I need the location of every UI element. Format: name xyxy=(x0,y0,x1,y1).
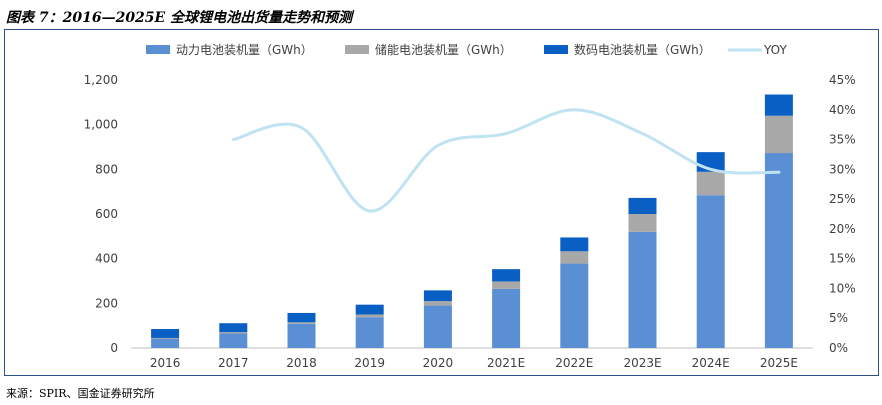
frame-bottom-border xyxy=(4,375,879,376)
bar-power xyxy=(764,153,793,348)
x-tick-label: 2018 xyxy=(286,356,317,370)
y-right-tick-label: 15% xyxy=(829,252,856,266)
y-right-tick-label: 20% xyxy=(829,222,856,236)
legend-power-label: 动力电池装机量（GWh） xyxy=(176,43,313,57)
figure-title: 图表 7：2016—2025E 全球锂电池出货量走势和预测 xyxy=(6,10,353,26)
y-left-tick-label: 800 xyxy=(95,162,118,176)
y-right-tick-label: 10% xyxy=(829,281,856,295)
bar-storage xyxy=(423,301,452,306)
y-left-tick-label: 600 xyxy=(95,207,118,221)
bar-digital xyxy=(628,197,657,214)
bar-digital xyxy=(151,329,180,338)
y-right-tick-label: 25% xyxy=(829,192,856,206)
x-tick-label: 2017 xyxy=(218,356,249,370)
bar-power xyxy=(219,333,248,348)
bar-power xyxy=(355,317,384,348)
figure-title-bar: 图表 7：2016—2025E 全球锂电池出货量走势和预测 xyxy=(0,0,882,30)
bar-power xyxy=(492,288,521,348)
frame-right-border xyxy=(878,30,879,375)
bar-storage xyxy=(492,281,521,289)
y-left-tick-label: 200 xyxy=(95,296,118,310)
bar-power xyxy=(423,305,452,348)
bar-digital xyxy=(219,323,248,333)
bar-storage xyxy=(764,115,793,154)
bar-digital xyxy=(492,269,521,282)
bar-power xyxy=(151,338,180,348)
x-tick-label: 2024E xyxy=(692,356,730,370)
bar-digital xyxy=(423,290,452,302)
bar-storage xyxy=(287,322,316,324)
bar-digital xyxy=(560,237,589,252)
bar-digital xyxy=(355,304,384,315)
x-tick-label: 2022E xyxy=(555,356,593,370)
bar-storage xyxy=(219,332,248,334)
bar-storage xyxy=(151,337,180,339)
chart-canvas: 0 200 400 600 800 1,000 1,200 0% 5% 10% 15% 20% 25% 3… xyxy=(84,42,856,370)
x-tick-label: 2025E xyxy=(760,356,798,370)
x-tick-label: 2016 xyxy=(150,356,181,370)
y-left-tick-label: 1,200 xyxy=(84,73,118,87)
title-underline xyxy=(4,29,879,30)
legend-yoy-label: YOY xyxy=(763,43,787,57)
yoy-line xyxy=(231,108,781,213)
y-left-tick-label: 400 xyxy=(95,252,118,266)
bar-storage xyxy=(560,251,589,264)
bar-digital xyxy=(287,312,316,323)
bar-power xyxy=(696,195,725,348)
legend-storage-label: 储能电池装机量（GWh） xyxy=(375,42,512,57)
bar-storage xyxy=(628,214,657,232)
x-tick-label: 2019 xyxy=(354,356,385,370)
bar-storage xyxy=(355,314,384,318)
frame-left-border xyxy=(4,30,5,375)
x-tick-label: 2021E xyxy=(487,356,525,370)
bar-power xyxy=(628,231,657,348)
y-right-tick-label: 40% xyxy=(829,103,856,117)
legend-digital-label: 数码电池装机量（GWh） xyxy=(574,42,711,57)
x-tick-label: 2023E xyxy=(623,356,661,370)
legend-digital-swatch xyxy=(544,45,568,54)
legend-power-swatch xyxy=(146,45,170,54)
x-tick-label: 2020 xyxy=(423,356,454,370)
legend-storage-swatch xyxy=(345,45,369,54)
y-left-tick-label: 1,000 xyxy=(84,118,118,132)
bar-digital xyxy=(764,94,793,116)
y-right-tick-label: 35% xyxy=(829,133,856,147)
source-note: 来源：SPIR、国金证券研究所 xyxy=(6,387,155,400)
bar-power xyxy=(287,323,316,348)
y-right-tick-label: 0% xyxy=(829,341,848,355)
y-right-tick-label: 30% xyxy=(829,162,856,176)
y-right-tick-label: 45% xyxy=(829,73,856,87)
y-right-tick-label: 5% xyxy=(829,311,848,325)
y-left-tick-label: 0 xyxy=(110,341,118,355)
bar-storage xyxy=(696,171,725,196)
bar-power xyxy=(560,263,589,348)
